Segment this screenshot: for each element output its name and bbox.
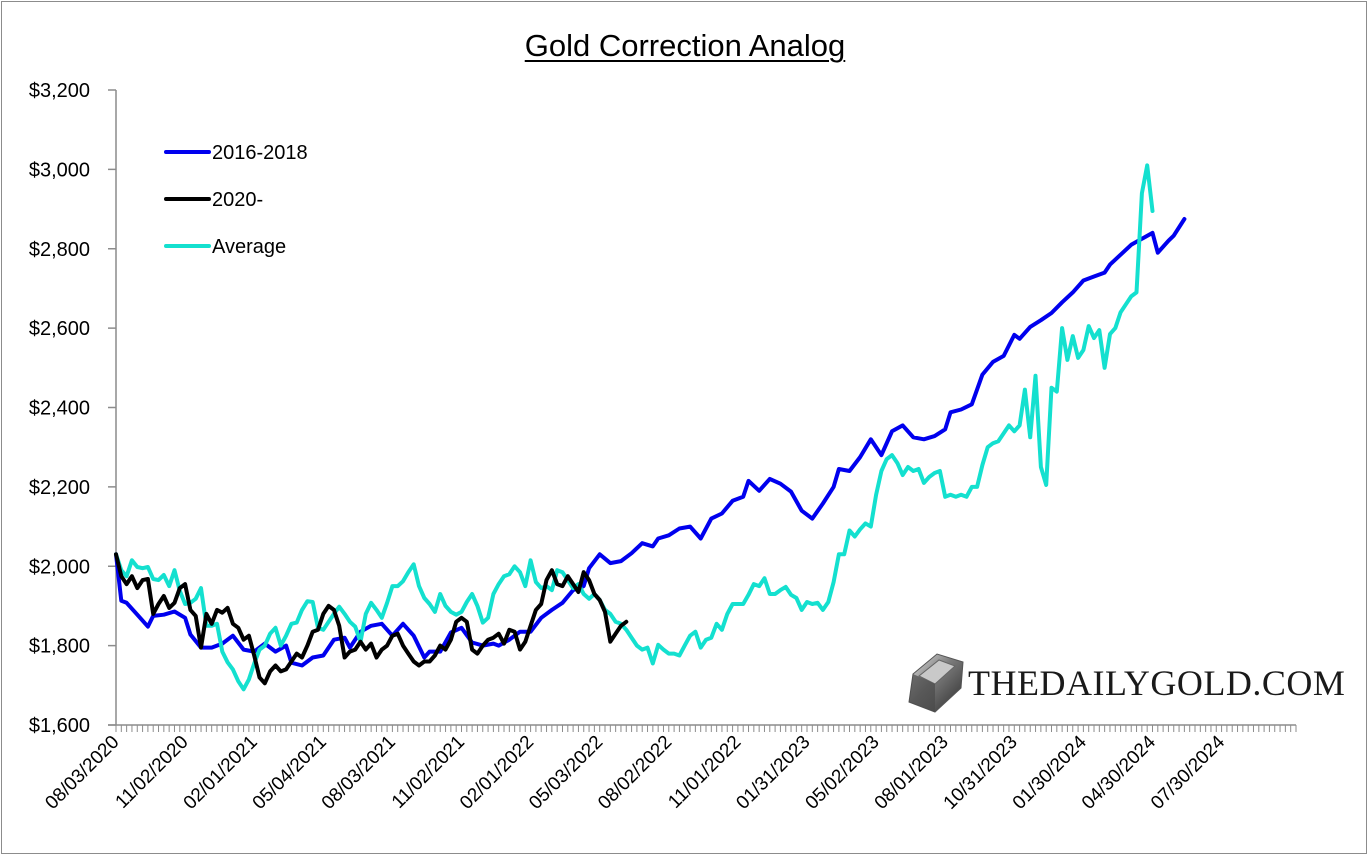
x-tick-label: 01/30/2024 bbox=[1009, 731, 1091, 813]
legend: 2016-2018 2020- Average bbox=[164, 142, 308, 258]
x-tick-label: 08/03/2020 bbox=[41, 732, 123, 814]
x-tick-label: 07/30/2024 bbox=[1147, 731, 1229, 813]
legend-label: Average bbox=[212, 236, 286, 258]
legend-label: 2020- bbox=[212, 189, 263, 211]
y-tick-label: $2,800 bbox=[29, 239, 90, 261]
legend-label: 2016-2018 bbox=[212, 142, 308, 164]
y-tick-label: $1,600 bbox=[29, 715, 90, 737]
series-line-2020 bbox=[114, 552, 629, 686]
y-tick-label: $1,800 bbox=[29, 636, 90, 658]
x-tick-label: 08/02/2022 bbox=[594, 732, 676, 814]
x-tick-label: 08/03/2021 bbox=[318, 732, 400, 814]
y-tick-label: $2,000 bbox=[29, 556, 90, 578]
y-tick-label: $3,200 bbox=[29, 80, 90, 102]
x-tick-label: 05/04/2021 bbox=[249, 732, 331, 814]
x-tick-label: 01/31/2023 bbox=[732, 732, 814, 814]
y-tick-label: $2,600 bbox=[29, 318, 90, 340]
series-lines bbox=[114, 163, 1187, 692]
series-line-2016-2018 bbox=[114, 217, 1187, 668]
chart-title: Gold Correction Analog bbox=[524, 28, 846, 63]
watermark-text: THEDAILYGOLD.COM bbox=[968, 663, 1345, 703]
watermark-logo: THEDAILYGOLD.COM bbox=[908, 653, 1345, 713]
x-tick-label: 02/01/2021 bbox=[180, 732, 262, 814]
x-tick-label: 02/01/2022 bbox=[456, 732, 538, 814]
gold-bar-icon bbox=[908, 653, 964, 713]
x-tick-label: 05/03/2022 bbox=[525, 732, 607, 814]
y-tick-label: $3,000 bbox=[29, 159, 90, 181]
series-line-average bbox=[114, 163, 1155, 692]
x-tick-label: 10/31/2023 bbox=[940, 732, 1022, 814]
y-tick-label: $2,200 bbox=[29, 477, 90, 499]
y-tick-label: $2,400 bbox=[29, 398, 90, 420]
x-tick-label: 04/30/2024 bbox=[1078, 731, 1160, 813]
x-tick-label: 05/02/2023 bbox=[802, 732, 884, 814]
x-tick-label: 08/01/2023 bbox=[871, 732, 953, 814]
